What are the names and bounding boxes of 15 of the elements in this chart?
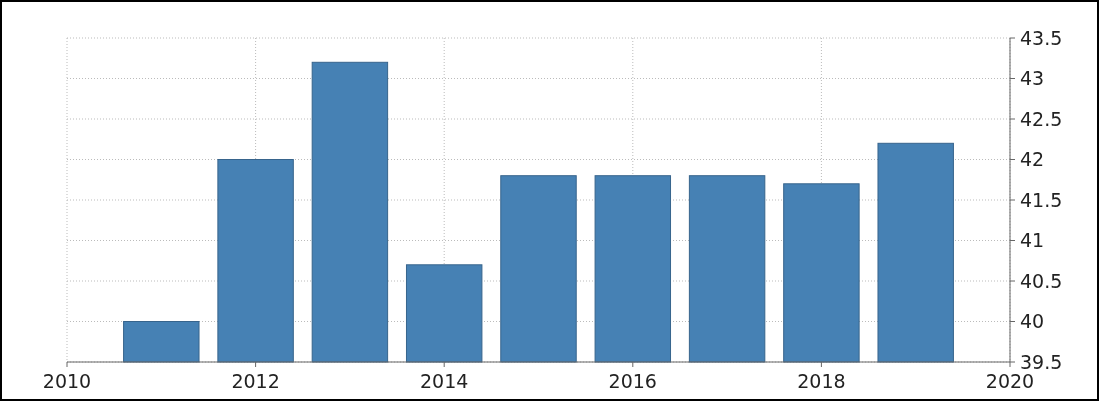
x-tick-label: 2018 xyxy=(797,370,846,392)
y-tick-label: 43 xyxy=(1020,67,1045,90)
x-tick-label: 2016 xyxy=(608,370,657,392)
x-tick-label: 2010 xyxy=(42,370,92,392)
x-tick-label: 2014 xyxy=(420,370,469,392)
x-tick-label: 2012 xyxy=(231,370,280,392)
y-tick-label: 40 xyxy=(1020,310,1045,333)
y-tick-label: 43.5 xyxy=(1020,26,1063,49)
y-tick-label: 40.5 xyxy=(1020,269,1063,292)
y-tick-label: 39.5 xyxy=(1020,350,1063,373)
y-tick-label: 41.5 xyxy=(1020,188,1063,211)
x-tick-label: 2020 xyxy=(985,370,1035,392)
y-tick-label: 42 xyxy=(1020,148,1045,171)
y-tick-label: 41 xyxy=(1020,229,1045,252)
y-tick-label: 42.5 xyxy=(1020,107,1063,130)
